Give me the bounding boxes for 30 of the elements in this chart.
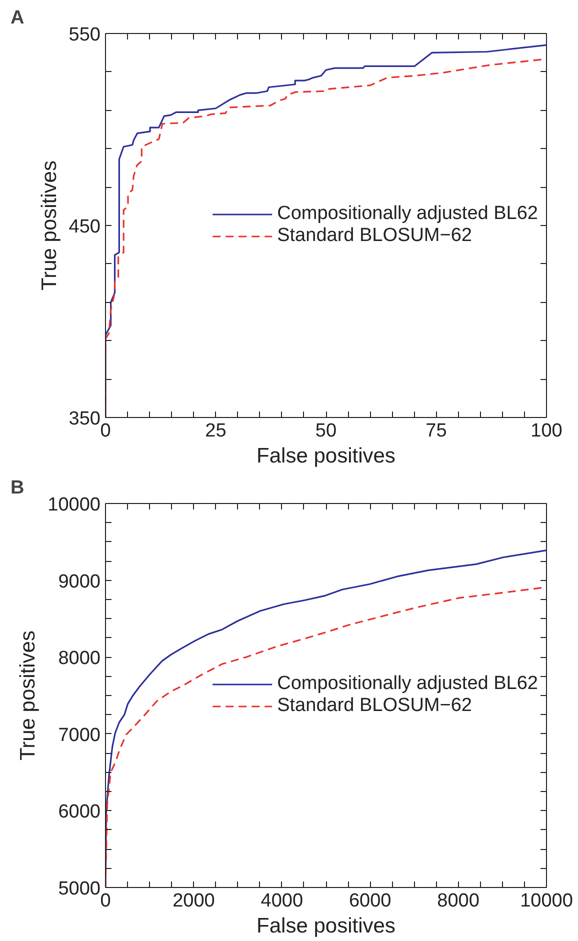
y-tick-label: 9000 (58, 571, 101, 592)
x-tick-label: 10000 (520, 890, 573, 912)
y-tick-label: 7000 (58, 724, 101, 746)
y-tick-label: 10000 (48, 494, 101, 516)
y-axis-title: True positives (16, 630, 40, 760)
x-axis-title: False positives (256, 444, 396, 468)
x-tick-label: 100 (530, 420, 562, 442)
x-tick-label: 4000 (260, 890, 304, 912)
legend-label: Compositionally adjusted BL62 (277, 203, 538, 225)
y-tick-label: 350 (68, 408, 100, 430)
x-axis-title: False positives (256, 914, 396, 938)
y-tick-label: 450 (68, 216, 100, 238)
x-tick-label: 6000 (348, 890, 392, 912)
legend-label: Standard BLOSUM−62 (277, 695, 472, 717)
y-tick-label: 550 (68, 24, 100, 46)
chart-title: A (10, 8, 24, 28)
legend-label: Standard BLOSUM−62 (277, 225, 472, 247)
y-axis-title: True positives (38, 160, 61, 290)
x-tick-label: 8000 (437, 890, 480, 912)
chart-title: B (10, 478, 24, 498)
x-tick-label: 0 (100, 890, 111, 912)
x-tick-label: 25 (205, 420, 226, 442)
legend-label: Compositionally adjusted BL62 (277, 673, 538, 695)
y-tick-label: 5000 (58, 878, 101, 900)
y-tick-label: 8000 (58, 648, 101, 670)
y-tick-label: 6000 (58, 802, 101, 823)
x-tick-label: 2000 (172, 890, 215, 912)
x-tick-label: 75 (426, 420, 447, 442)
x-tick-label: 0 (100, 420, 111, 442)
x-tick-label: 50 (315, 420, 337, 442)
